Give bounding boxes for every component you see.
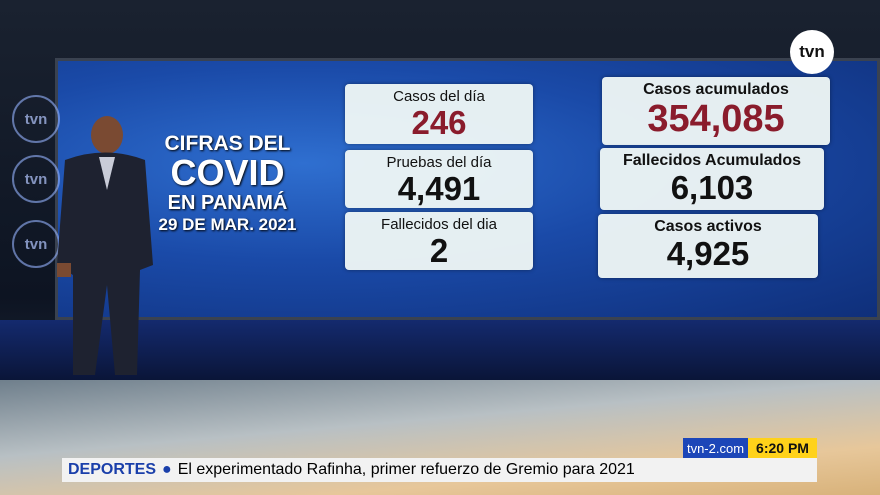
panel-title: COVID (170, 152, 285, 193)
card-value: 6,103 (670, 169, 754, 206)
stat-card: Fallecidos Acumulados 6,103 (600, 148, 824, 210)
panel-title: EN PANAMÁ (167, 192, 288, 214)
wall-logo: tvn (12, 95, 60, 143)
card-label: Pruebas del día (386, 154, 492, 171)
card-label: Fallecidos del dia (381, 216, 497, 233)
card-value: 4,491 (397, 170, 481, 207)
stat-card: Fallecidos del dia 2 (345, 212, 533, 270)
card-value: 246 (411, 104, 467, 141)
presenter (57, 116, 153, 375)
ticker-headline: El experimentado Rafinha, primer refuerz… (177, 461, 635, 478)
website: tvn-2.com (683, 438, 748, 458)
news-ticker: DEPORTES ● El experimentado Rafinha, pri… (62, 458, 817, 482)
card-label: Casos acumulados (643, 81, 789, 98)
channel-logo: tvn (790, 30, 834, 74)
stat-card: Casos activos 4,925 (598, 214, 818, 278)
separator: ● (162, 461, 172, 478)
card-value: 2 (429, 232, 449, 269)
card-label: Fallecidos Acumulados (622, 152, 802, 169)
card-value: 4,925 (666, 235, 750, 272)
stat-card: Pruebas del día 4,491 (345, 150, 533, 208)
card-label: Casos activos (654, 218, 762, 235)
card-label: Casos del día (393, 88, 485, 105)
clock: 6:20 PM (748, 438, 817, 458)
ticker-section: DEPORTES (68, 461, 157, 478)
panel-title: CIFRAS DEL (164, 132, 291, 155)
wall-logo: tvn (12, 155, 60, 203)
stat-card: Casos acumulados 354,085 (602, 77, 830, 145)
card-value: 354,085 (647, 98, 785, 140)
stat-card: Casos del día 246 (345, 84, 533, 144)
wall-base (0, 320, 880, 380)
panel-title: 29 DE MAR. 2021 (158, 215, 297, 234)
